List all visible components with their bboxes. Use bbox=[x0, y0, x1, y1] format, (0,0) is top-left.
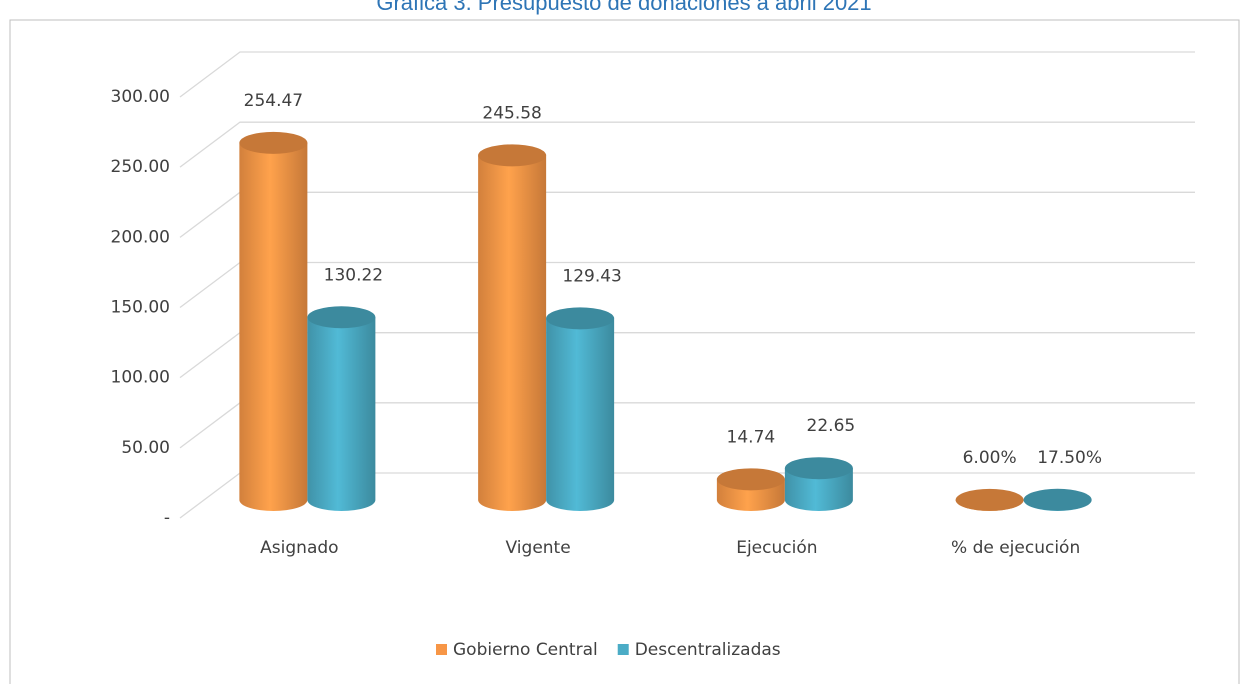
x-tick-label: % de ejecución bbox=[951, 538, 1080, 558]
y-tick-label: 100.00 bbox=[111, 368, 170, 388]
bar-top bbox=[1023, 488, 1092, 511]
y-tick-label: 200.00 bbox=[111, 227, 170, 247]
data-label: 130.22 bbox=[324, 265, 383, 285]
y-tick-label: 300.00 bbox=[111, 87, 170, 107]
bar bbox=[546, 318, 615, 512]
grid-line bbox=[179, 191, 1195, 238]
bar-top bbox=[546, 307, 615, 330]
legend-label: Descentralizadas bbox=[635, 640, 781, 660]
data-label: 22.65 bbox=[807, 416, 856, 436]
x-tick-label: Ejecución bbox=[736, 538, 817, 558]
bar bbox=[307, 317, 376, 512]
chart-frame bbox=[9, 19, 1240, 688]
bar bbox=[784, 468, 853, 512]
grid-line bbox=[179, 51, 1195, 98]
y-tick-label: 250.00 bbox=[111, 157, 170, 177]
bar-top bbox=[478, 144, 547, 167]
data-label: 245.58 bbox=[482, 103, 541, 123]
chart-title: Gráfica 3. Presupuesto de donaciones a a… bbox=[376, 0, 871, 15]
data-label: 6.00% bbox=[963, 448, 1017, 468]
bar-top bbox=[307, 306, 376, 329]
y-tick-label: - bbox=[164, 508, 170, 528]
data-label: 14.74 bbox=[727, 427, 776, 447]
bar bbox=[478, 155, 547, 512]
data-label: 17.50% bbox=[1037, 448, 1102, 468]
legend-swatch bbox=[617, 644, 629, 655]
legend-swatch bbox=[436, 644, 447, 655]
bar bbox=[239, 142, 308, 512]
bar-top bbox=[239, 131, 308, 154]
bar-top bbox=[955, 488, 1024, 511]
bar-top bbox=[784, 457, 853, 480]
y-tick-label: 50.00 bbox=[121, 438, 170, 458]
bar-top bbox=[716, 468, 785, 491]
grid-line bbox=[179, 121, 1195, 168]
data-label: 129.43 bbox=[562, 266, 621, 286]
legend-label: Gobierno Central bbox=[453, 640, 598, 660]
data-label: 254.47 bbox=[244, 91, 303, 111]
x-tick-label: Vigente bbox=[506, 538, 571, 558]
x-tick-label: Asignado bbox=[260, 538, 338, 558]
y-tick-label: 150.00 bbox=[111, 298, 170, 318]
